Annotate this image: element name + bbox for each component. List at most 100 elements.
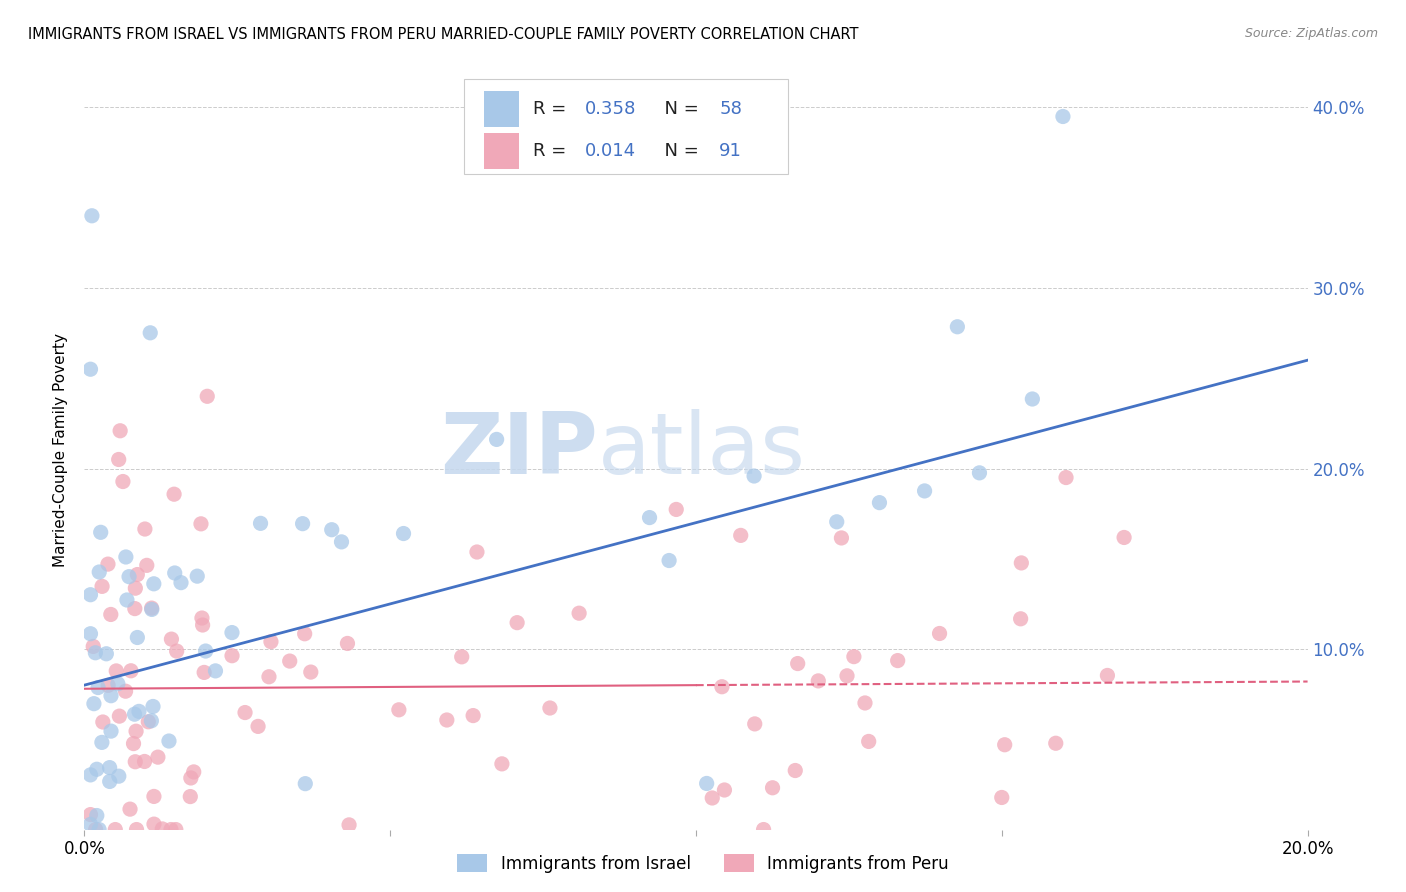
Point [193, 665, 215, 680]
Point [752, 822, 775, 837]
Point [127, 567, 149, 582]
Point [105, 664, 128, 678]
Point [90, 735, 112, 749]
Point [179, 789, 201, 804]
Point [538, 701, 561, 715]
Point [928, 626, 950, 640]
Point [163, 566, 186, 580]
Point [97, 557, 120, 571]
Point [294, 777, 316, 791]
Point [463, 708, 485, 723]
Text: IMMIGRANTS FROM ISRAEL VS IMMIGRANTS FROM PERU MARRIED-COUPLE FAMILY POVERTY COR: IMMIGRANTS FROM ISRAEL VS IMMIGRANTS FRO… [28, 27, 859, 42]
Point [330, 534, 353, 549]
Point [1021, 392, 1043, 406]
Point [107, 769, 129, 783]
Point [1052, 110, 1074, 124]
Point [91, 714, 114, 729]
Point [84, 822, 107, 837]
Point [97, 678, 120, 692]
Point [221, 648, 243, 663]
Point [139, 326, 162, 340]
Point [730, 528, 752, 542]
Point [186, 569, 208, 583]
Point [994, 738, 1017, 752]
Point [233, 706, 256, 720]
Point [79, 626, 101, 640]
Point [696, 776, 718, 790]
Point [100, 607, 122, 622]
Point [108, 709, 131, 723]
Text: atlas: atlas [598, 409, 806, 492]
Point [204, 664, 226, 678]
Point [146, 750, 169, 764]
Point [1010, 612, 1032, 626]
Point [124, 707, 146, 722]
Point [1045, 736, 1067, 750]
Bar [484, 133, 519, 169]
Point [180, 771, 202, 785]
Point [392, 526, 415, 541]
Text: N =: N = [654, 100, 704, 118]
Point [853, 696, 876, 710]
Point [79, 807, 101, 822]
Point [830, 531, 852, 545]
Point [157, 734, 180, 748]
Point [1010, 556, 1032, 570]
Point [136, 714, 159, 729]
Point [150, 822, 173, 836]
Point [336, 636, 359, 650]
Point [111, 475, 134, 489]
Point [142, 789, 165, 804]
Point [141, 714, 163, 728]
Point [114, 684, 136, 698]
Point [291, 516, 314, 531]
Point [90, 525, 112, 540]
Point [485, 433, 508, 447]
Point [294, 626, 316, 640]
Point [278, 654, 301, 668]
Legend: Immigrants from Israel, Immigrants from Peru: Immigrants from Israel, Immigrants from … [450, 847, 956, 880]
Point [141, 602, 163, 616]
Text: 0.014: 0.014 [585, 142, 636, 160]
Point [87, 822, 110, 837]
Point [91, 579, 114, 593]
Point [89, 565, 111, 579]
Point [195, 389, 218, 403]
Point [825, 515, 848, 529]
Point [786, 657, 808, 671]
Point [665, 502, 688, 516]
Point [125, 724, 148, 739]
Point [100, 689, 122, 703]
Point [122, 737, 145, 751]
Point [914, 483, 936, 498]
Point [87, 681, 110, 695]
Point [785, 764, 807, 778]
Point [98, 761, 121, 775]
Y-axis label: Married-Couple Family Poverty: Married-Couple Family Poverty [52, 334, 67, 567]
Point [82, 640, 104, 654]
Point [165, 822, 187, 837]
Point [858, 734, 880, 748]
Point [337, 818, 360, 832]
Text: 0.358: 0.358 [585, 100, 636, 118]
Point [247, 719, 270, 733]
Point [100, 724, 122, 739]
Point [142, 699, 165, 714]
Point [807, 673, 830, 688]
Point [842, 649, 865, 664]
Point [124, 581, 146, 595]
Text: 58: 58 [720, 100, 742, 118]
Point [568, 606, 591, 620]
Point [710, 680, 733, 694]
Point [869, 495, 891, 509]
Point [713, 783, 735, 797]
Point [491, 756, 513, 771]
Point [98, 774, 121, 789]
Point [84, 646, 107, 660]
Point [1097, 668, 1119, 682]
Point [969, 466, 991, 480]
Point [134, 522, 156, 536]
Point [183, 764, 205, 779]
Point [1114, 531, 1136, 545]
Point [141, 601, 163, 615]
